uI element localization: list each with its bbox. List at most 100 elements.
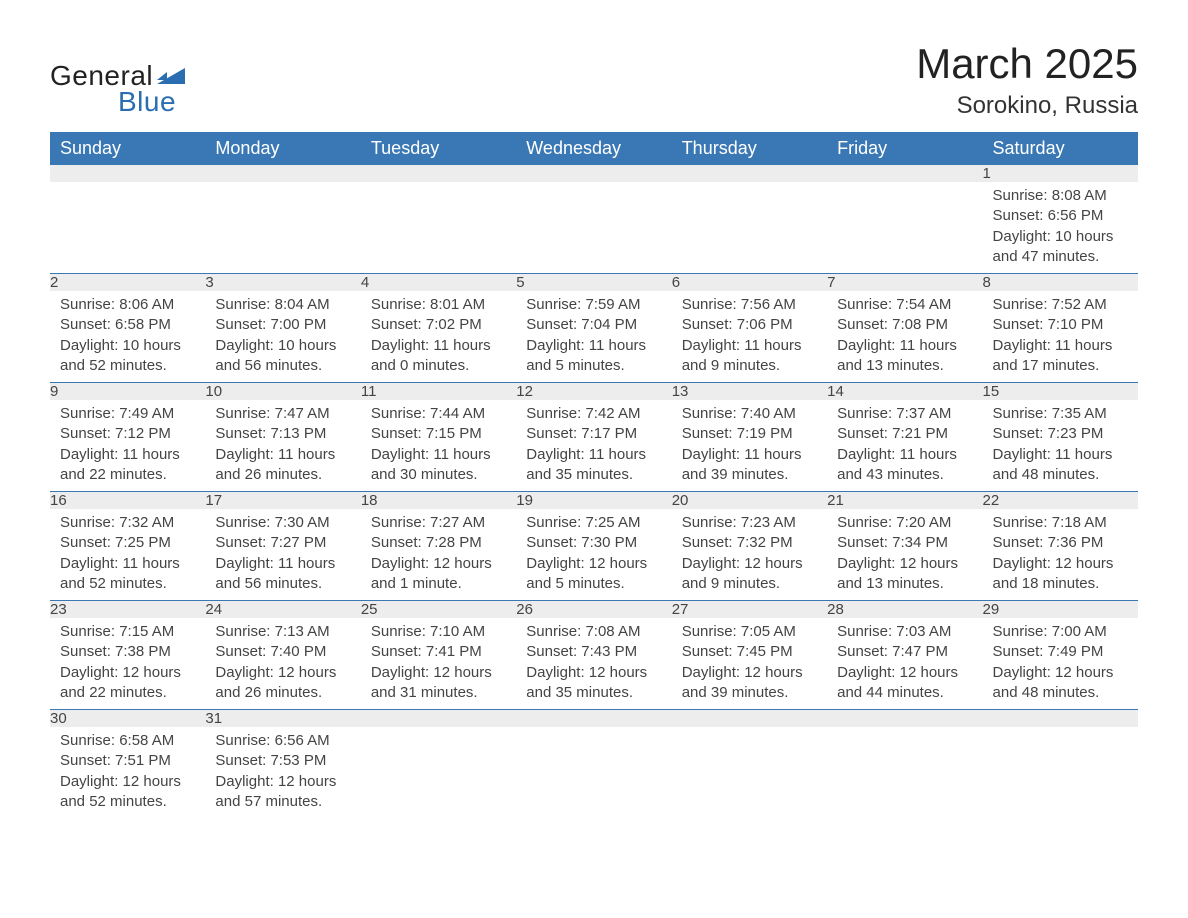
day-cell (205, 182, 360, 274)
day-number: 14 (827, 383, 982, 401)
weekday-header-row: SundayMondayTuesdayWednesdayThursdayFrid… (50, 132, 1138, 165)
sunset-text: Sunset: 7:19 PM (682, 424, 817, 444)
sunrise-text: Sunrise: 7:08 AM (526, 622, 661, 642)
day-cell (516, 727, 671, 818)
day-cell (827, 182, 982, 274)
day-number (672, 710, 827, 728)
day-number: 26 (516, 601, 671, 619)
daylight-text: Daylight: 11 hours and 43 minutes. (837, 445, 972, 486)
daylight-text: Daylight: 11 hours and 26 minutes. (215, 445, 350, 486)
sunset-text: Sunset: 7:47 PM (837, 642, 972, 662)
day-cell (672, 727, 827, 818)
day-cell: Sunrise: 7:56 AMSunset: 7:06 PMDaylight:… (672, 291, 827, 383)
day-number: 10 (205, 383, 360, 401)
sunset-text: Sunset: 7:06 PM (682, 315, 817, 335)
sunset-text: Sunset: 7:34 PM (837, 533, 972, 553)
weekday-header: Monday (205, 132, 360, 165)
day-number (827, 165, 982, 182)
logo-text-blue: Blue (118, 86, 176, 118)
weekday-header: Sunday (50, 132, 205, 165)
sunrise-text: Sunrise: 7:20 AM (837, 513, 972, 533)
day-cell: Sunrise: 8:06 AMSunset: 6:58 PMDaylight:… (50, 291, 205, 383)
logo-shape-icon (157, 64, 185, 89)
day-cell (50, 182, 205, 274)
day-cell (361, 182, 516, 274)
day-cell: Sunrise: 7:42 AMSunset: 7:17 PMDaylight:… (516, 400, 671, 492)
day-number: 29 (983, 601, 1138, 619)
sunset-text: Sunset: 7:15 PM (371, 424, 506, 444)
day-number (205, 165, 360, 182)
day-number (361, 710, 516, 728)
weekday-header: Saturday (983, 132, 1138, 165)
daylight-text: Daylight: 11 hours and 48 minutes. (993, 445, 1128, 486)
daylight-text: Daylight: 12 hours and 35 minutes. (526, 663, 661, 704)
day-number (983, 710, 1138, 728)
day-cell: Sunrise: 6:58 AMSunset: 7:51 PMDaylight:… (50, 727, 205, 818)
sunset-text: Sunset: 7:12 PM (60, 424, 195, 444)
day-cell: Sunrise: 7:40 AMSunset: 7:19 PMDaylight:… (672, 400, 827, 492)
daydata-row: Sunrise: 7:15 AMSunset: 7:38 PMDaylight:… (50, 618, 1138, 710)
daylight-text: Daylight: 10 hours and 47 minutes. (993, 227, 1128, 268)
daynum-row: 3031 (50, 710, 1138, 728)
daylight-text: Daylight: 12 hours and 9 minutes. (682, 554, 817, 595)
day-number: 9 (50, 383, 205, 401)
day-cell: Sunrise: 7:27 AMSunset: 7:28 PMDaylight:… (361, 509, 516, 601)
sunset-text: Sunset: 7:36 PM (993, 533, 1128, 553)
daydata-row: Sunrise: 7:49 AMSunset: 7:12 PM Daylight:… (50, 400, 1138, 492)
sunrise-text: Sunrise: 7:52 AM (993, 295, 1128, 315)
daylight-text: Daylight: 11 hours and 9 minutes. (682, 336, 817, 377)
sunrise-text: Sunrise: 7:35 AM (993, 404, 1128, 424)
day-cell (361, 727, 516, 818)
daynum-row: 2345678 (50, 274, 1138, 292)
day-number: 1 (983, 165, 1138, 182)
sunset-text: Sunset: 7:40 PM (215, 642, 350, 662)
daylight-text: Daylight: 12 hours and 18 minutes. (993, 554, 1128, 595)
daylight-text: Daylight: 12 hours and 39 minutes. (682, 663, 817, 704)
daylight-text: Daylight: 11 hours and 30 minutes. (371, 445, 506, 486)
day-number: 21 (827, 492, 982, 510)
sunrise-text: Sunrise: 7:40 AM (682, 404, 817, 424)
sunrise-text: Sunrise: 7:32 AM (60, 513, 195, 533)
day-number: 19 (516, 492, 671, 510)
day-number: 18 (361, 492, 516, 510)
day-number: 2 (50, 274, 205, 292)
day-number: 31 (205, 710, 360, 728)
weekday-header: Wednesday (516, 132, 671, 165)
daylight-text: Daylight: 12 hours and 48 minutes. (993, 663, 1128, 704)
day-number: 17 (205, 492, 360, 510)
daylight-text: Daylight: 11 hours and 13 minutes. (837, 336, 972, 377)
day-cell: Sunrise: 7:47 AMSunset: 7:13 PMDaylight:… (205, 400, 360, 492)
day-number (672, 165, 827, 182)
sunrise-text: Sunrise: 7:42 AM (526, 404, 661, 424)
sunset-text: Sunset: 7:02 PM (371, 315, 506, 335)
day-number: 11 (361, 383, 516, 401)
daylight-text: Daylight: 12 hours and 5 minutes. (526, 554, 661, 595)
day-cell: Sunrise: 8:04 AMSunset: 7:00 PMDaylight:… (205, 291, 360, 383)
sunrise-text: Sunrise: 7:27 AM (371, 513, 506, 533)
day-cell: Sunrise: 7:37 AMSunset: 7:21 PMDaylight:… (827, 400, 982, 492)
sunset-text: Sunset: 7:13 PM (215, 424, 350, 444)
logo: General Blue (50, 40, 185, 118)
daydata-row: Sunrise: 8:08 AMSunset: 6:56 PMDaylight:… (50, 182, 1138, 274)
daylight-text: Daylight: 11 hours and 56 minutes. (215, 554, 350, 595)
sunrise-text: Sunrise: 6:58 AM (60, 731, 195, 751)
sunrise-text: Sunrise: 6:56 AM (215, 731, 350, 751)
day-number (50, 165, 205, 182)
sunset-text: Sunset: 7:10 PM (993, 315, 1128, 335)
sunrise-text: Sunrise: 7:49 AM (60, 404, 195, 424)
day-cell: Sunrise: 7:18 AMSunset: 7:36 PMDaylight:… (983, 509, 1138, 601)
day-cell: Sunrise: 7:44 AMSunset: 7:15 PMDaylight:… (361, 400, 516, 492)
sunrise-text: Sunrise: 7:05 AM (682, 622, 817, 642)
sunset-text: Sunset: 7:23 PM (993, 424, 1128, 444)
day-cell: Sunrise: 7:08 AMSunset: 7:43 PMDaylight:… (516, 618, 671, 710)
sunset-text: Sunset: 7:25 PM (60, 533, 195, 553)
day-cell: Sunrise: 7:23 AMSunset: 7:32 PMDaylight:… (672, 509, 827, 601)
sunset-text: Sunset: 7:08 PM (837, 315, 972, 335)
sunrise-text: Sunrise: 7:10 AM (371, 622, 506, 642)
sunrise-text: Sunrise: 7:56 AM (682, 295, 817, 315)
day-cell (983, 727, 1138, 818)
day-number (827, 710, 982, 728)
sunrise-text: Sunrise: 7:47 AM (215, 404, 350, 424)
sunset-text: Sunset: 7:51 PM (60, 751, 195, 771)
sunset-text: Sunset: 7:30 PM (526, 533, 661, 553)
